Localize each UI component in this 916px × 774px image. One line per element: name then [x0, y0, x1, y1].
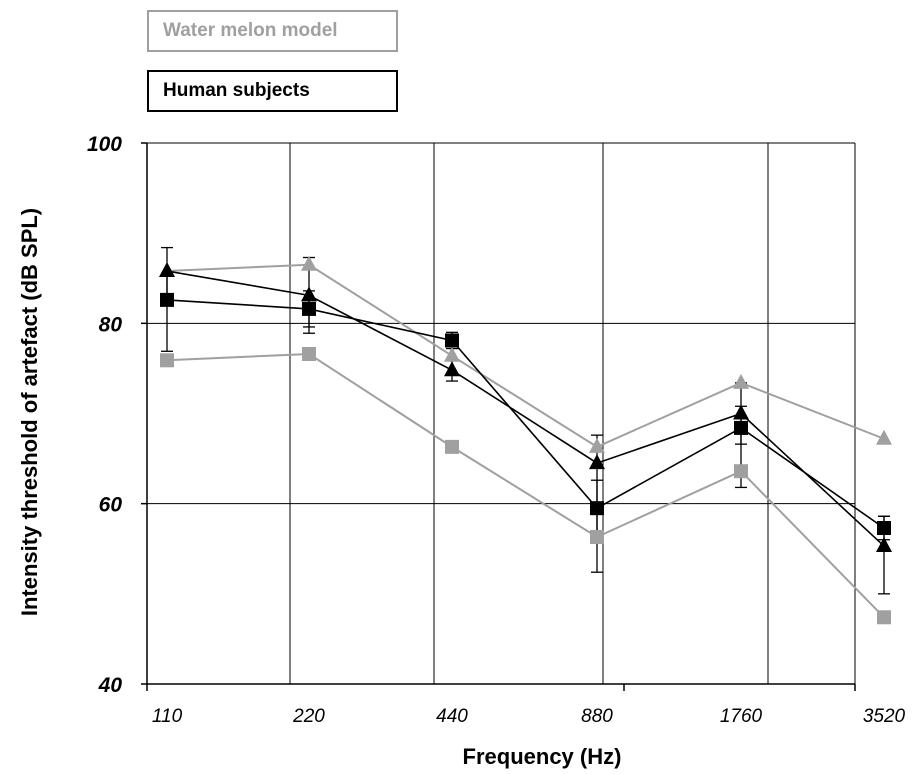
- data-point-square: [590, 530, 604, 544]
- data-point-triangle: [444, 361, 460, 376]
- grid: [147, 143, 855, 684]
- data-point-square: [590, 501, 604, 515]
- y-tick-label: 40: [98, 674, 123, 697]
- y-axis-title: Intensity threshold of artefact (dB SPL): [17, 208, 42, 616]
- x-axis-title: Frequency (Hz): [463, 744, 622, 769]
- data-point-square: [302, 347, 316, 361]
- data-point-square: [445, 333, 459, 347]
- data-point-triangle: [159, 262, 175, 277]
- series-line-human-subjects-square: [167, 300, 884, 528]
- data-point-square: [877, 610, 891, 624]
- y-tick-label: 80: [99, 313, 123, 336]
- data-point-square: [160, 353, 174, 367]
- data-point-square: [445, 440, 459, 454]
- tick-labels: 40 60 80 100 110 220 440 880 1760 3520: [87, 133, 906, 727]
- data-point-triangle: [733, 374, 749, 389]
- data-point-square: [302, 302, 316, 316]
- x-tick-label: 1760: [720, 706, 763, 727]
- series-line-water-melon-model-square: [167, 354, 884, 617]
- data-point-square: [160, 293, 174, 307]
- data-point-square: [877, 521, 891, 535]
- x-tick-label: 3520: [863, 706, 906, 727]
- error-bar: [161, 275, 173, 352]
- x-tick-label: 220: [292, 706, 325, 727]
- x-tick-label: 440: [436, 706, 468, 727]
- y-tick-label: 100: [87, 133, 122, 156]
- data-point-square: [734, 421, 748, 435]
- axes: [141, 143, 855, 691]
- y-tick-label: 60: [99, 494, 123, 517]
- data-point-square: [734, 464, 748, 478]
- x-tick-label: 880: [581, 706, 613, 727]
- series-line-human-subjects-triangle: [167, 271, 884, 546]
- series-layer: [159, 248, 892, 625]
- x-tick-label: 110: [152, 706, 183, 727]
